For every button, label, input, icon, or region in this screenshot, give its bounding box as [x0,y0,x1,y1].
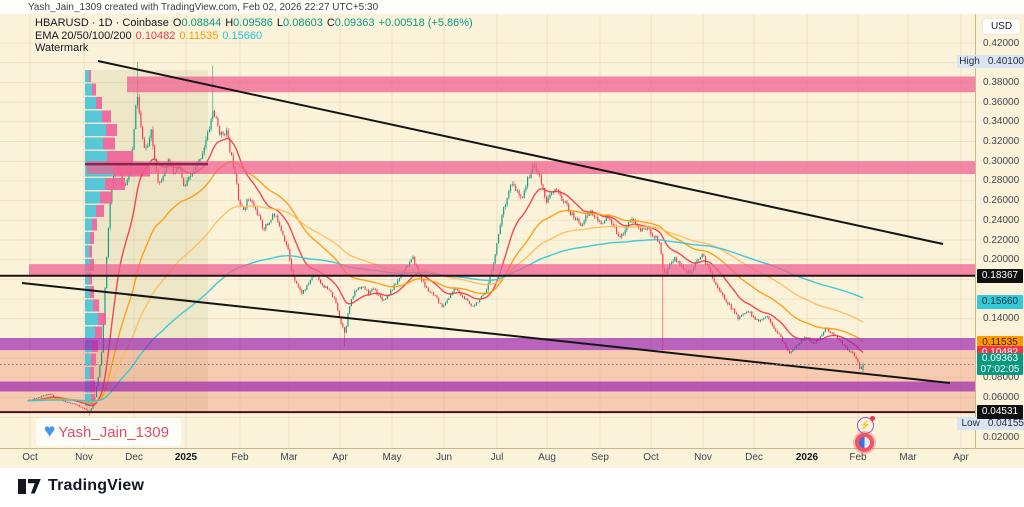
legend-symbol-row: HBARUSD · 1D · Coinbase O0.08844 H0.09586 L… [35,17,473,30]
price-label-chip: 0.18367 [977,268,1023,283]
spark-event-icon[interactable]: ⚡ [857,416,875,434]
time-tick: Mar [899,452,917,463]
high-marker: High 0.40100 [957,55,1024,69]
watermark-indicator-label[interactable]: Watermark [35,42,89,54]
price-tick: 0.28000 [983,175,1020,187]
price-tick: 0.22000 [983,234,1020,246]
low-marker: Low 0.04155 [957,416,1024,430]
tradingview-logo-text: TradingView [48,477,145,494]
time-tick: Nov [694,452,712,463]
currency-toggle-button[interactable]: USD [983,19,1020,34]
ohlc-token: C0.09363 [326,17,375,29]
price-tick: 0.26000 [983,195,1020,207]
tradingview-logo[interactable]: TradingView [18,477,144,495]
price-label-chip: 0.15660 [977,295,1023,310]
user-watermark-text: Yash_Jain_1309 [58,423,169,441]
time-tick: Jul [490,452,504,463]
time-tick: 2025 [174,452,198,463]
chart-area[interactable]: HBARUSD · 1D · Coinbase O0.08844 H0.09586 L… [0,14,1024,468]
chart-legend: HBARUSD · 1D · Coinbase O0.08844 H0.09586 L… [35,17,473,55]
footer-bar: TradingView [0,467,1024,507]
tradingview-logo-icon-7 [28,478,41,494]
legend-ema-row: EMA 20/50/100/200 0.10482 0.11535 0.15660 [35,30,473,43]
notification-dot [870,416,875,421]
price-tick: 0.06000 [983,392,1020,404]
ema-value-token: 0.10482 [135,29,176,42]
time-tick: Mar [280,452,298,463]
economic-event-flag [859,437,870,448]
ema-value-token: 0.11535 [179,29,219,42]
ema-value-token: 0.15660 [222,29,263,42]
legend-watermark-row: Watermark [35,42,473,55]
time-tick: Dec [745,452,763,463]
ohlc-token: L0.08603 [276,17,323,29]
economic-event-icon[interactable] [855,433,874,452]
price-tick: 0.24000 [983,214,1020,226]
time-tick: Oct [22,452,38,463]
time-tick: Jun [435,452,453,463]
time-tick: Sep [591,452,609,463]
ohlc-token: O0.08844 [172,17,222,29]
time-tick: Nov [75,452,93,463]
time-tick: May [382,452,402,463]
symbol-title[interactable]: HBARUSD · 1D · Coinbase [35,17,169,29]
change-value: +0.00518 (+5.86%) [378,17,473,29]
candlestick-plot[interactable] [0,14,975,448]
time-tick: Feb [849,452,867,463]
price-label-chip: 0.04531 [977,405,1023,420]
time-tick: Aug [538,452,556,463]
time-tick: Dec [125,452,143,463]
time-tick: 2026 [795,452,819,463]
ohlc-token: H0.09586 [225,17,273,29]
time-tick: Apr [953,452,969,463]
price-tick: 0.30000 [983,155,1020,167]
time-tick: Apr [332,452,348,463]
heart-icon: ♥ [44,421,56,442]
price-label-chip: 0.09363 07:02:05 [977,353,1023,376]
tradingview-logo-icon [18,478,26,494]
user-watermark-badge: ♥ Yash_Jain_1309 [36,418,181,446]
price-axis[interactable]: 0.42000 0.38000 0.36000 0.34000 0.32000 0.300… [957,14,1024,448]
price-tick: 0.20000 [983,254,1020,266]
ema-indicator-label[interactable]: EMA 20/50/100/200 [35,29,132,42]
time-tick: Oct [643,452,659,463]
price-tick: 0.08000 [983,372,1020,384]
price-tick: 0.32000 [983,136,1020,147]
price-tick: 0.38000 [983,76,1020,88]
price-tick: 0.42000 [983,37,1020,49]
price-tick: 0.34000 [983,116,1020,128]
price-tick: 0.02000 [983,431,1020,443]
attribution-text: Yash_Jain_1309 created with TradingView.… [28,2,379,13]
price-tick: 0.36000 [983,96,1020,108]
time-axis[interactable]: Oct Nov Dec 2025 Feb Mar Apr May Jun Jul Aug Sep Oct… [0,448,1024,468]
price-tick: 0.14000 [983,313,1020,325]
time-tick: Feb [231,452,249,463]
